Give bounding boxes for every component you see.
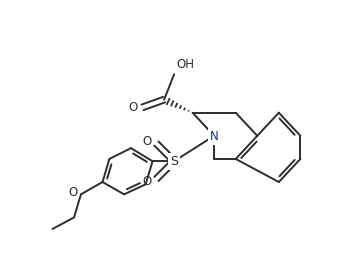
Text: O: O: [143, 135, 152, 148]
Text: OH: OH: [177, 58, 194, 71]
Text: O: O: [68, 186, 78, 199]
Text: N: N: [210, 130, 219, 143]
Text: O: O: [128, 101, 137, 114]
Text: S: S: [170, 155, 178, 168]
Text: O: O: [143, 175, 152, 188]
